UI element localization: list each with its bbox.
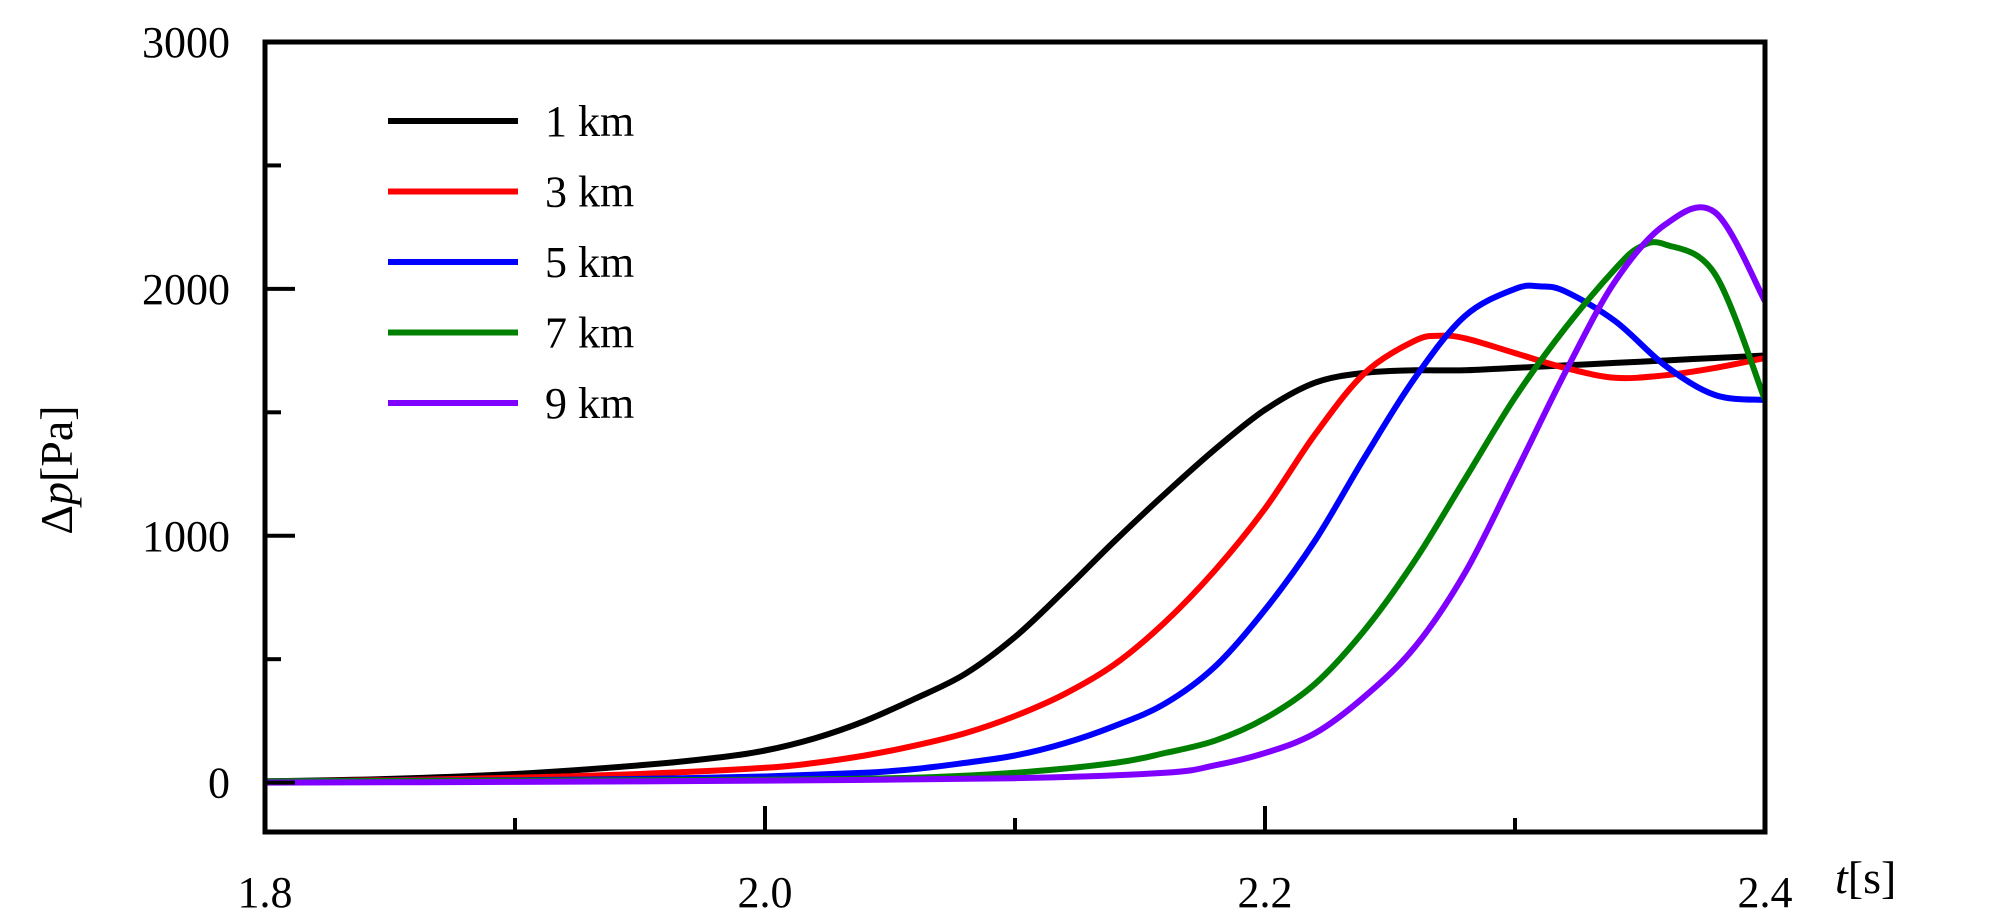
x-tick-label-3: 2.2 [1238,868,1293,917]
y-axis-title-prefix: Δ [31,505,82,535]
axis-ticks [263,40,1767,832]
series-line-4 [265,239,1765,785]
y-axis-title: Δp[Pa] [31,405,82,534]
legend-label-2: 3 km [545,168,634,217]
legend: 1 km 3 km 5 km 7 km 9 km [388,97,634,428]
x-axis-title-symbol: t [1835,852,1849,903]
x-axis-title-unit: [s] [1848,852,1897,903]
y-axis-title-unit: [Pa] [31,405,82,482]
y-tick-label-1: 0 [208,759,230,808]
x-tick-label-2: 2.0 [738,868,793,917]
series-line-5 [265,204,1765,786]
legend-label-4: 7 km [545,309,634,358]
tick-labels: 1.8 2.0 2.2 2.4 0 1000 2000 3000 [142,18,1793,917]
y-tick-label-2: 1000 [142,512,230,561]
x-axis-title: t[s] [1835,852,1896,903]
x-tick-label-4: 2.4 [1738,868,1793,917]
x-tick-label-1: 1.8 [238,868,293,917]
legend-label-1: 1 km [545,97,634,146]
series-line-1 [265,352,1765,785]
y-tick-label-3: 2000 [142,265,230,314]
legend-label-3: 5 km [545,238,634,287]
series-layer [265,204,1765,786]
y-tick-label-4: 3000 [142,18,230,67]
legend-label-5: 9 km [545,379,634,428]
y-axis-title-symbol: p [31,482,82,508]
